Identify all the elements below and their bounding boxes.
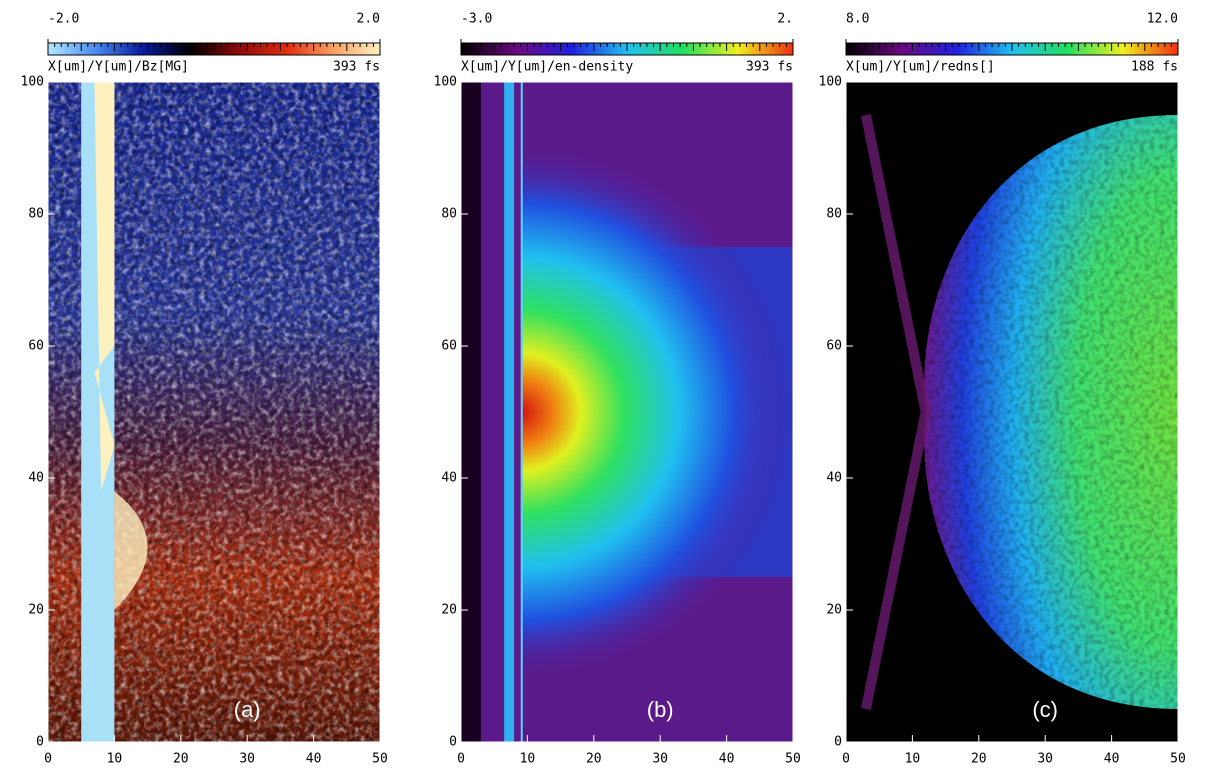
x-tick-label: 10 xyxy=(520,752,536,767)
y-tick-label: 60 xyxy=(28,339,44,354)
time-label: 393 fs xyxy=(333,60,380,75)
x-tick-label: 30 xyxy=(239,752,255,767)
time-label: 188 fs xyxy=(1131,60,1178,75)
quantity-label: X[um]/Y[um]/en-density xyxy=(461,60,633,75)
colorbar-label: 2. xyxy=(777,12,793,27)
quantity-label: X[um]/Y[um]/redns[] xyxy=(846,60,995,75)
y-tick-label: 80 xyxy=(826,207,842,222)
y-tick-label: 0 xyxy=(834,735,842,750)
x-tick-label: 10 xyxy=(905,752,921,767)
y-tick-label: 100 xyxy=(21,75,44,90)
y-tick-label: 80 xyxy=(28,207,44,222)
y-tick-label: 60 xyxy=(441,339,457,354)
x-tick-label: 30 xyxy=(1037,752,1053,767)
foil-trace xyxy=(861,114,931,710)
plot-frame xyxy=(845,81,1179,743)
target-yellow xyxy=(94,82,115,492)
colorbar-label: -2.0 xyxy=(48,12,79,27)
x-tick-label: 0 xyxy=(842,752,850,767)
x-tick-label: 40 xyxy=(719,752,735,767)
x-tick-label: 20 xyxy=(586,752,602,767)
colorbar-label: 12.0 xyxy=(1147,12,1178,27)
quantity-label: X[um]/Y[um]/Bz[MG] xyxy=(48,60,189,75)
target-line xyxy=(504,82,515,742)
y-tick-label: 20 xyxy=(28,603,44,618)
colorbar-label: 8.0 xyxy=(846,12,869,27)
y-tick-label: 40 xyxy=(826,471,842,486)
x-tick-label: 10 xyxy=(107,752,123,767)
heatmap xyxy=(461,82,793,742)
y-tick-label: 60 xyxy=(826,339,842,354)
y-tick-label: 40 xyxy=(441,471,457,486)
colorbar-label: 2.0 xyxy=(357,12,380,27)
x-tick-label: 50 xyxy=(785,752,801,767)
vacuum xyxy=(461,82,481,742)
x-tick-label: 0 xyxy=(457,752,465,767)
x-tick-label: 20 xyxy=(971,752,987,767)
heatmap-dome-texture xyxy=(924,115,1178,709)
x-tick-label: 50 xyxy=(1170,752,1186,767)
y-tick-label: 0 xyxy=(449,735,457,750)
heatmap xyxy=(48,82,380,742)
panel-label: (a) xyxy=(234,697,261,722)
y-tick-label: 80 xyxy=(441,207,457,222)
y-tick-label: 40 xyxy=(28,471,44,486)
plot-frame xyxy=(460,81,794,743)
target-yellow-low xyxy=(114,491,148,610)
colorbar-label: -3.0 xyxy=(461,12,492,27)
plot-frame xyxy=(47,81,381,743)
y-tick-label: 100 xyxy=(819,75,842,90)
y-tick-label: 100 xyxy=(434,75,457,90)
heatmap xyxy=(846,82,1178,742)
y-tick-label: 20 xyxy=(441,603,457,618)
x-tick-label: 40 xyxy=(306,752,322,767)
y-tick-label: 0 xyxy=(36,735,44,750)
y-tick-label: 20 xyxy=(826,603,842,618)
x-tick-label: 50 xyxy=(372,752,388,767)
x-tick-label: 30 xyxy=(652,752,668,767)
panel-label: (c) xyxy=(1032,697,1058,722)
x-tick-label: 40 xyxy=(1104,752,1120,767)
target-edge xyxy=(520,82,523,742)
x-tick-label: 20 xyxy=(173,752,189,767)
panel-label: (b) xyxy=(647,697,674,722)
x-tick-label: 0 xyxy=(44,752,52,767)
time-label: 393 fs xyxy=(746,60,793,75)
heatmap-blob xyxy=(520,115,793,709)
